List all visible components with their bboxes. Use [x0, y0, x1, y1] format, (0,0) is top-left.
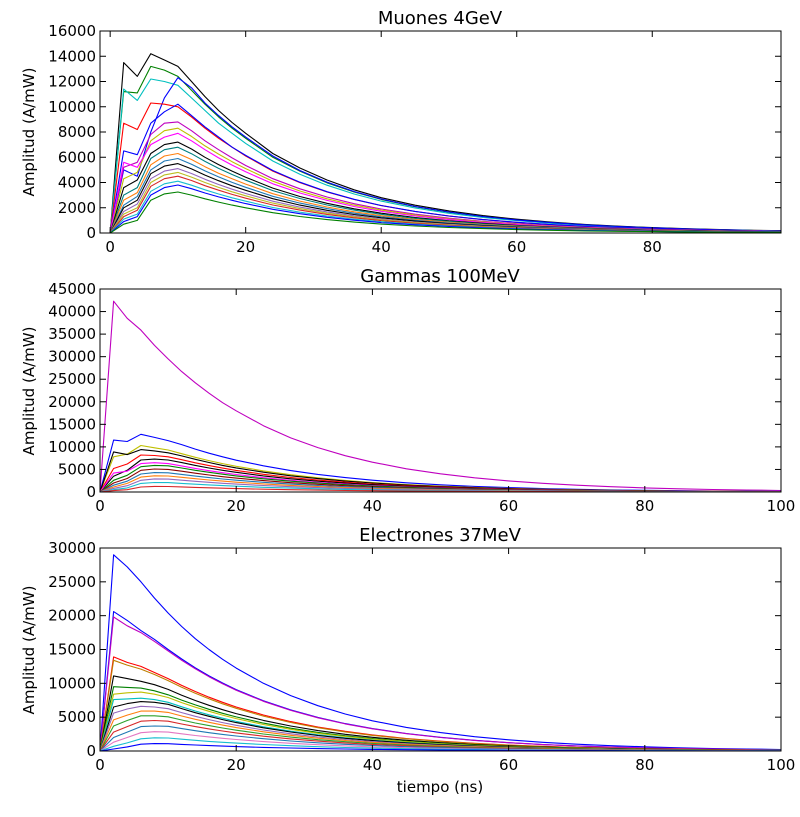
- series-line: [109, 191, 781, 233]
- x-tick-label: 60: [499, 497, 518, 515]
- y-tick-label: 25000: [48, 370, 96, 388]
- series-line: [109, 77, 781, 233]
- y-tick-label: 14000: [48, 47, 96, 65]
- y-tick-label: 20000: [48, 393, 96, 411]
- y-axis-label: Amplitud (A/mW): [20, 586, 38, 715]
- series-line: [100, 475, 781, 492]
- y-tick-label: 40000: [48, 303, 96, 321]
- y-axis-label: Amplitud (A/mW): [20, 68, 38, 197]
- series-line: [109, 103, 781, 233]
- y-tick-label: 10000: [48, 674, 96, 692]
- x-tick-label: 0: [95, 756, 105, 774]
- panel-title: Gammas 100MeV: [360, 266, 520, 287]
- x-tick-label: 80: [643, 238, 662, 256]
- x-tick-label: 60: [507, 238, 526, 256]
- axes-frame: [99, 288, 782, 493]
- axes-frame: [99, 30, 782, 234]
- x-tick-label: 40: [363, 756, 382, 774]
- y-tick-label: 0: [86, 483, 96, 501]
- y-tick-label: 20000: [48, 607, 96, 625]
- y-tick-label: 5000: [58, 460, 96, 478]
- series-line: [109, 102, 781, 233]
- y-tick-label: 10000: [48, 98, 96, 116]
- series-line: [100, 433, 781, 492]
- panel-muones: Muones 4GeV Amplitud (A/mW) 020004000600…: [20, 8, 782, 256]
- panel-title: Muones 4GeV: [378, 8, 503, 29]
- panel-gammas: Gammas 100MeV Amplitud (A/mW) 0500010000…: [20, 266, 795, 515]
- y-tick-label: 12000: [48, 73, 96, 91]
- y-tick-label: 35000: [48, 325, 96, 343]
- panel-electrones: Electrones 37MeV Amplitud (A/mW) 0 5000 10…: [20, 525, 795, 796]
- series-line: [109, 53, 781, 233]
- y-tick-label: 5000: [58, 708, 96, 726]
- y-tick-label: 30000: [48, 539, 96, 557]
- y-tick-label: 8000: [58, 123, 96, 141]
- series-line: [100, 478, 781, 492]
- y-tick-label: 0: [86, 742, 96, 760]
- x-tick-label: 100: [767, 756, 796, 774]
- x-tick-label: 40: [372, 238, 391, 256]
- series-line: [100, 611, 781, 751]
- x-axis-label: tiempo (ns): [397, 778, 483, 796]
- series-group: [100, 554, 781, 751]
- y-tick-label: 10000: [48, 438, 96, 456]
- y-tick-label: 45000: [48, 280, 96, 298]
- x-tick-label: 100: [767, 497, 796, 515]
- x-tick-label: 20: [227, 497, 246, 515]
- x-tick-label: 80: [635, 497, 654, 515]
- panel-title: Electrones 37MeV: [359, 525, 522, 546]
- x-tick-label: 20: [236, 238, 255, 256]
- x-tick-label: 0: [105, 238, 115, 256]
- x-tick-label: 0: [95, 497, 105, 515]
- y-tick-label: 25000: [48, 573, 96, 591]
- y-tick-label: 16000: [48, 22, 96, 40]
- plot-area: 0 5000 10000 15000 20000 25000 30000 35000 40000…: [48, 280, 795, 515]
- x-tick-label: 40: [363, 497, 382, 515]
- y-tick-label: 15000: [48, 641, 96, 659]
- series-group: [109, 53, 781, 233]
- y-tick-label: 2000: [58, 199, 96, 217]
- x-tick-label: 60: [499, 756, 518, 774]
- plot-area: 0 5000 10000 15000 20000 25000 30000 0 20 40 60 80 1…: [48, 539, 795, 774]
- y-tick-label: 30000: [48, 348, 96, 366]
- y-tick-label: 6000: [58, 148, 96, 166]
- series-line: [100, 300, 781, 492]
- plot-area: 0 2000 4000 6000 8000 10000 12000 14000 16000 0 20…: [48, 22, 782, 256]
- x-tick-label: 20: [227, 756, 246, 774]
- series-line: [100, 616, 781, 751]
- y-tick-label: 4000: [58, 174, 96, 192]
- series-line: [100, 554, 781, 751]
- x-tick-label: 80: [635, 756, 654, 774]
- y-tick-label: 0: [86, 224, 96, 242]
- series-line: [109, 184, 781, 233]
- y-tick-label: 15000: [48, 415, 96, 433]
- series-group: [100, 300, 781, 492]
- y-axis-label: Amplitud (A/mW): [20, 327, 38, 456]
